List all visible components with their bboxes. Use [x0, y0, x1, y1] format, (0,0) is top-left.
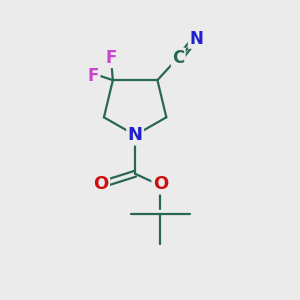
Text: C: C — [172, 49, 184, 67]
Text: N: N — [128, 126, 142, 144]
Text: N: N — [189, 29, 203, 47]
Text: F: F — [106, 49, 117, 67]
Text: F: F — [88, 67, 99, 85]
Text: O: O — [153, 175, 168, 193]
Text: O: O — [93, 175, 109, 193]
